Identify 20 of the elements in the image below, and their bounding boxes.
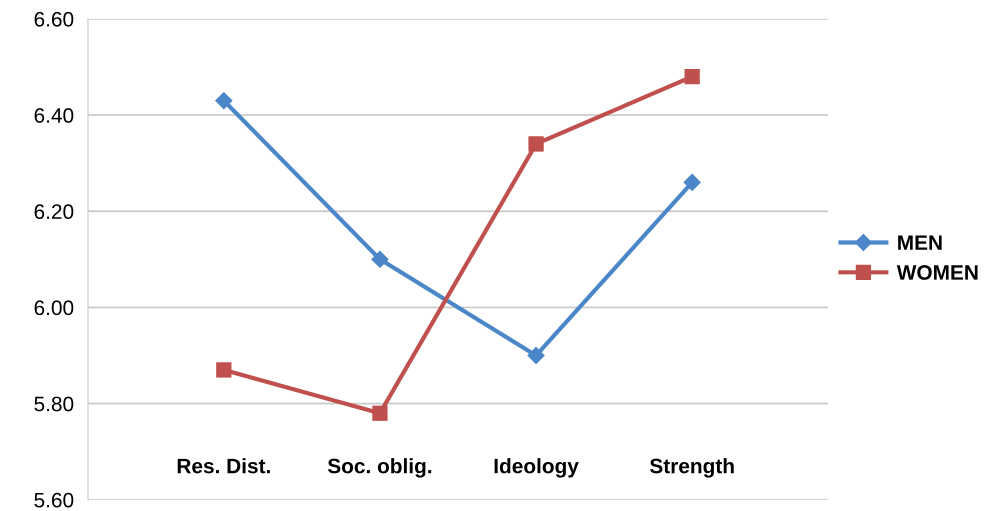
point — [372, 406, 388, 421]
y-tick-label: 6.20 — [34, 204, 74, 219]
point — [216, 362, 232, 378]
y-tick-label: 6.40 — [34, 108, 74, 123]
y-tick-label: 6.00 — [34, 300, 74, 316]
point — [528, 136, 544, 152]
point — [371, 250, 388, 268]
point — [684, 68, 700, 84]
point — [684, 174, 701, 191]
point — [528, 346, 545, 364]
x-tick-label: Ideology — [494, 458, 579, 478]
y-tick-label: 5.80 — [34, 396, 74, 412]
x-tick-label: Res. Dist. — [178, 458, 270, 474]
legend-label: MEN — [898, 235, 942, 250]
y-tick-label: 5.60 — [34, 492, 74, 508]
x-tick-label: Soc. oblig. — [328, 458, 432, 478]
y-tick-label: 6.60 — [34, 12, 74, 27]
legend-label: WOMEN — [896, 265, 978, 280]
x-tick-label: Strength — [650, 458, 734, 478]
point — [215, 92, 232, 110]
